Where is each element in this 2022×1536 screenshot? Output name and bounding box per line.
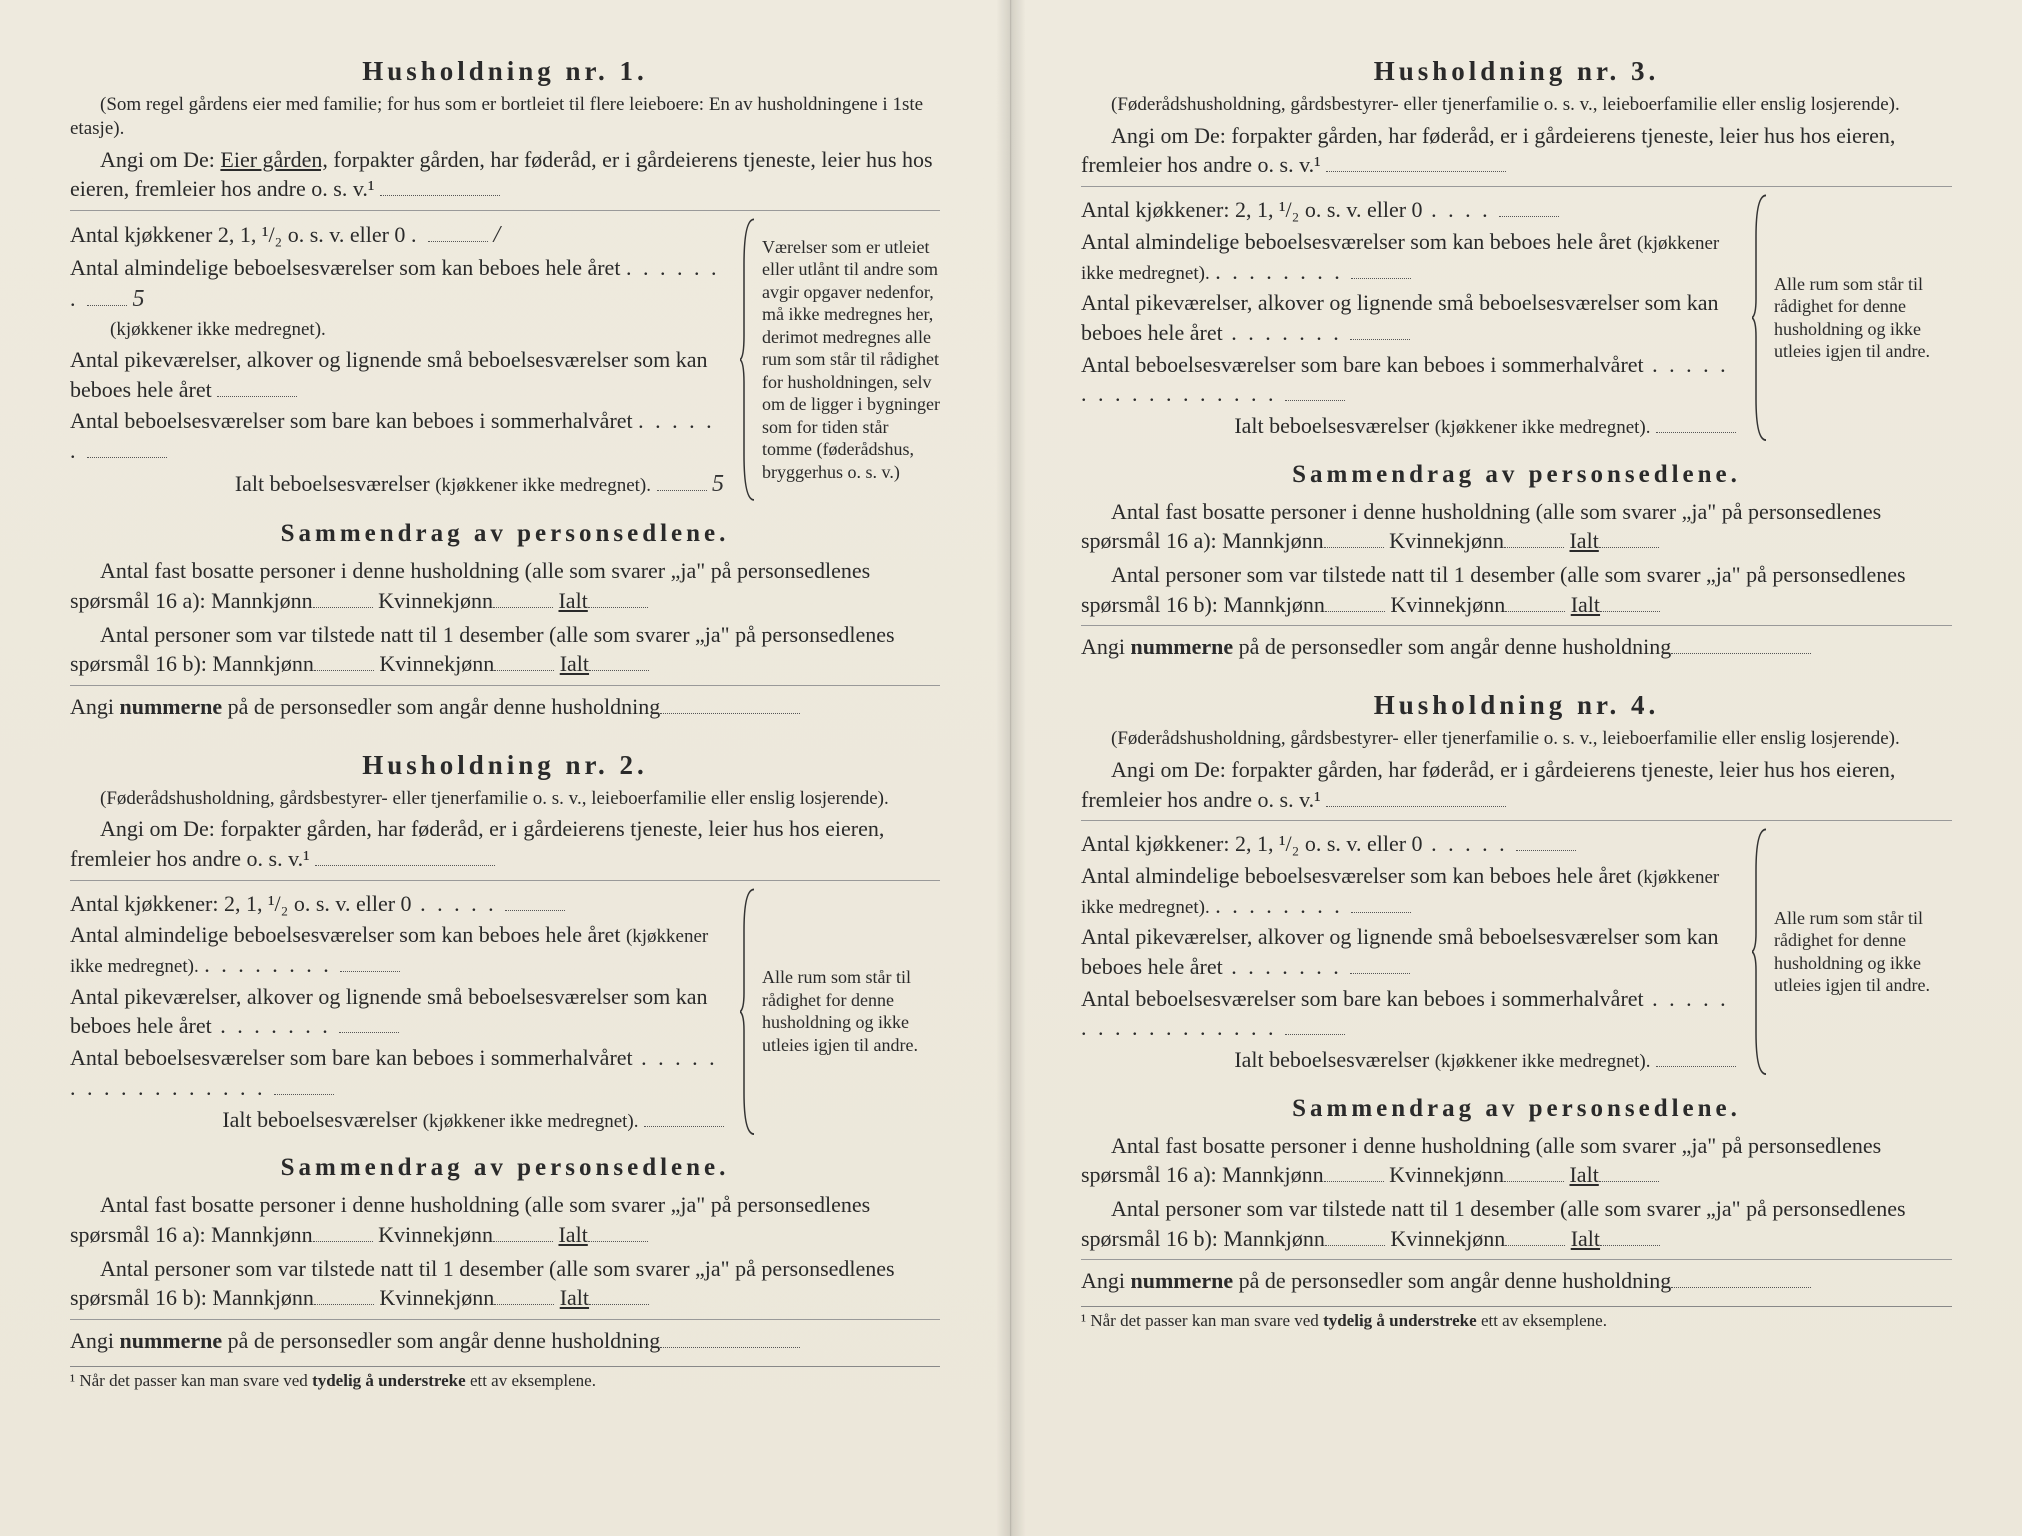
h3-sammendrag-title: Sammendrag av personsedlene. — [1081, 461, 1952, 489]
h1-side-note: Værelser som er utleiet eller utlånt til… — [740, 217, 940, 502]
h3-note: (Føderådshusholdning, gårdsbestyrer- ell… — [1081, 93, 1952, 117]
h2-tilstede: Antal personer som var tilstede natt til… — [70, 1254, 940, 1313]
h1-nummerne: Angi nummerne på de personsedler som ang… — [70, 692, 940, 722]
h3-sommer: Antal beboelsesværelser som bare kan beb… — [1081, 350, 1736, 409]
brace-icon — [740, 887, 758, 1137]
household-2: Husholdning nr. 2. (Føderådshusholdning,… — [70, 750, 940, 1391]
h4-angi: Angi om De: forpakter gården, har føderå… — [1081, 755, 1952, 814]
h1-title: Husholdning nr. 1. — [70, 56, 940, 87]
h1-kjokkener-hand: / — [493, 222, 500, 248]
h3-almindelige: Antal almindelige beboelsesværelser som … — [1081, 227, 1736, 286]
h2-almindelige: Antal almindelige beboelsesværelser som … — [70, 920, 724, 979]
h3-rooms-block: Antal kjøkkener: 2, 1, ¹/₂ o. s. v. elle… — [1081, 193, 1952, 443]
angi-om-de: Angi om De: — [100, 147, 215, 172]
h1-angi: Angi om De: Eier gården, forpakter gårde… — [70, 145, 940, 204]
h4-tilstede: Antal personer som var tilstede natt til… — [1081, 1194, 1952, 1253]
h4-note: (Føderådshusholdning, gårdsbestyrer- ell… — [1081, 727, 1952, 751]
h2-rooms-block: Antal kjøkkener: 2, 1, ¹/₂ o. s. v. elle… — [70, 887, 940, 1137]
h4-side-note: Alle rum som står til rådighet for denne… — [1752, 827, 1952, 1077]
h2-kjokkener: Antal kjøkkener: 2, 1, ¹/₂ o. s. v. elle… — [70, 889, 724, 919]
h1-pikevaerelser: Antal pikeværelser, alkover og lignende … — [70, 345, 724, 404]
footnote-left: ¹ Når det passer kan man svare ved tydel… — [70, 1366, 940, 1391]
h4-fast-bosatte: Antal fast bosatte personer i denne hush… — [1081, 1131, 1952, 1190]
h3-angi: Angi om De: forpakter gården, har føderå… — [1081, 121, 1952, 180]
h2-ialt: Ialt beboelsesværelser (kjøkkener ikke m… — [70, 1105, 724, 1135]
h3-kjokkener: Antal kjøkkener: 2, 1, ¹/₂ o. s. v. elle… — [1081, 195, 1736, 225]
h4-nummerne: Angi nummerne på de personsedler som ang… — [1081, 1266, 1952, 1296]
brace-icon — [740, 217, 758, 502]
h3-tilstede: Antal personer som var tilstede natt til… — [1081, 560, 1952, 619]
h4-rooms-block: Antal kjøkkener: 2, 1, ¹/₂ o. s. v. elle… — [1081, 827, 1952, 1077]
brace-icon — [1752, 827, 1770, 1077]
eier-garden: Eier gården, — [220, 147, 328, 172]
household-4: Husholdning nr. 4. (Føderådshusholdning,… — [1081, 690, 1952, 1331]
h1-fast-bosatte: Antal fast bosatte personer i denne hush… — [70, 556, 940, 615]
h2-sammendrag-title: Sammendrag av personsedlene. — [70, 1154, 940, 1182]
h1-rooms-block: Antal kjøkkener 2, 1, ¹/₂ o. s. v. eller… — [70, 217, 940, 502]
h2-fast-bosatte: Antal fast bosatte personer i denne hush… — [70, 1190, 940, 1249]
h1-sommer: Antal beboelsesværelser som bare kan beb… — [70, 406, 724, 465]
h1-sammendrag-title: Sammendrag av personsedlene. — [70, 520, 940, 548]
h1-kjokkener: Antal kjøkkener 2, 1, ¹/₂ o. s. v. eller… — [70, 219, 724, 251]
h1-almindelige: Antal almindelige beboelsesværelser som … — [70, 253, 724, 315]
page-right: Husholdning nr. 3. (Føderådshusholdning,… — [1011, 0, 2022, 1536]
h3-pikevaerelser: Antal pikeværelser, alkover og lignende … — [1081, 288, 1736, 347]
h2-angi: Angi om De: forpakter gården, har føderå… — [70, 814, 940, 873]
h1-ialt-hand: 5 — [712, 471, 724, 497]
household-3: Husholdning nr. 3. (Føderådshusholdning,… — [1081, 56, 1952, 662]
footnote-right: ¹ Når det passer kan man svare ved tydel… — [1081, 1306, 1952, 1331]
h2-pikevaerelser: Antal pikeværelser, alkover og lignende … — [70, 982, 724, 1041]
h4-almindelige: Antal almindelige beboelsesværelser som … — [1081, 861, 1736, 920]
h3-title: Husholdning nr. 3. — [1081, 56, 1952, 87]
brace-icon — [1752, 193, 1770, 443]
h3-fast-bosatte: Antal fast bosatte personer i denne hush… — [1081, 497, 1952, 556]
h4-pikevaerelser: Antal pikeværelser, alkover og lignende … — [1081, 922, 1736, 981]
h4-title: Husholdning nr. 4. — [1081, 690, 1952, 721]
h1-ialt: Ialt beboelsesværelser (kjøkkener ikke m… — [70, 468, 724, 500]
h3-ialt: Ialt beboelsesværelser (kjøkkener ikke m… — [1081, 411, 1736, 441]
h1-note: (Som regel gårdens eier med familie; for… — [70, 93, 940, 141]
h1-tilstede: Antal personer som var tilstede natt til… — [70, 620, 940, 679]
h4-kjokkener: Antal kjøkkener: 2, 1, ¹/₂ o. s. v. elle… — [1081, 829, 1736, 859]
document-spread: Husholdning nr. 1. (Som regel gårdens ei… — [0, 0, 2022, 1536]
page-left: Husholdning nr. 1. (Som regel gårdens ei… — [0, 0, 1011, 1536]
h2-sommer: Antal beboelsesværelser som bare kan beb… — [70, 1043, 724, 1102]
h1-almindelige-hand: 5 — [133, 286, 145, 312]
h1-kjokkener-note: (kjøkkener ikke medregnet). — [70, 317, 724, 343]
household-1: Husholdning nr. 1. (Som regel gårdens ei… — [70, 56, 940, 722]
h2-side-note: Alle rum som står til rådighet for denne… — [740, 887, 940, 1137]
h4-ialt: Ialt beboelsesværelser (kjøkkener ikke m… — [1081, 1045, 1736, 1075]
h2-nummerne: Angi nummerne på de personsedler som ang… — [70, 1326, 940, 1356]
h3-nummerne: Angi nummerne på de personsedler som ang… — [1081, 632, 1952, 662]
h2-title: Husholdning nr. 2. — [70, 750, 940, 781]
h2-note: (Føderådshusholdning, gårdsbestyrer- ell… — [70, 787, 940, 811]
h4-sommer: Antal beboelsesværelser som bare kan beb… — [1081, 984, 1736, 1043]
h4-sammendrag-title: Sammendrag av personsedlene. — [1081, 1095, 1952, 1123]
h3-side-note: Alle rum som står til rådighet for denne… — [1752, 193, 1952, 443]
